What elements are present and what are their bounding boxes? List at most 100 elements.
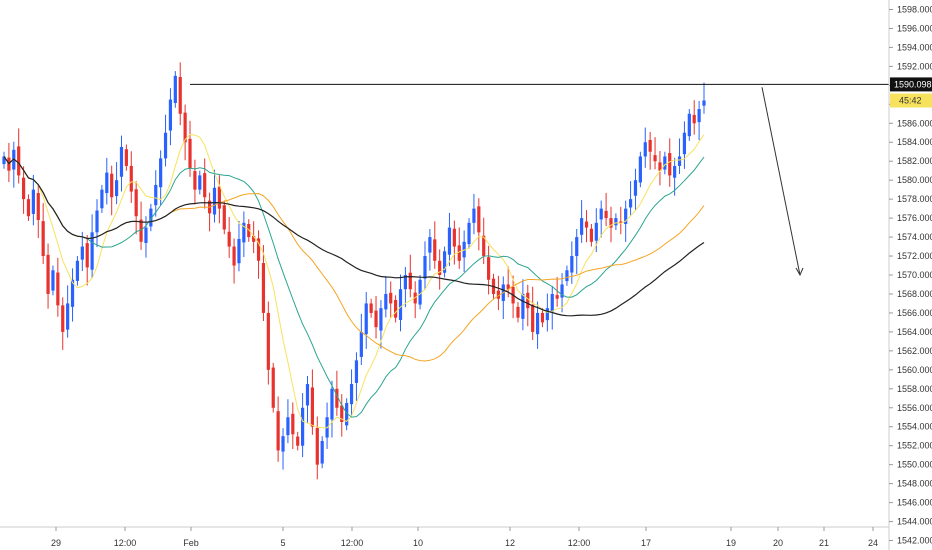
candle-body (188, 138, 192, 169)
candle-body (374, 310, 378, 328)
candle-body (276, 411, 280, 451)
moving-average-yellow (3, 133, 705, 429)
x-tick-label: 17 (641, 538, 651, 548)
candle-body (633, 180, 638, 196)
candle-body (95, 210, 99, 233)
candle-body (286, 417, 290, 436)
candle-body (673, 165, 677, 178)
candle-body (110, 173, 114, 198)
candle-body (614, 218, 618, 226)
candle-body (359, 331, 363, 357)
y-tick-label: 1550.000 (897, 460, 932, 470)
candle-body (305, 384, 310, 406)
candle-body (555, 295, 559, 299)
candle-body (394, 300, 398, 318)
candle-body (266, 312, 270, 370)
candle-body (702, 100, 706, 106)
candle-body (540, 312, 545, 323)
y-tick-label: 1548.000 (897, 479, 932, 489)
y-tick-label: 1576.000 (897, 213, 932, 223)
candle-body (560, 284, 564, 298)
countdown-badge (890, 93, 932, 108)
candle-body (447, 227, 452, 255)
x-tick-label: 24 (868, 538, 878, 548)
candle-body (648, 139, 652, 152)
candle-body (173, 75, 177, 103)
candle-body (335, 388, 339, 408)
candle-body (154, 184, 158, 206)
candle-body (183, 112, 187, 143)
candle-body (124, 149, 128, 166)
candle-body (609, 218, 613, 228)
y-tick-label: 1546.000 (897, 498, 932, 508)
y-tick-label: 1564.000 (897, 327, 932, 337)
y-tick-label: 1552.000 (897, 441, 932, 451)
candle-body (477, 206, 481, 233)
candle-body (105, 172, 109, 194)
price-badges: 1590.098 45:42 (890, 77, 932, 108)
x-tick-label: 29 (51, 538, 61, 548)
candle-body (487, 257, 491, 280)
y-tick-label: 1586.000 (897, 118, 932, 128)
candle-body (144, 227, 148, 243)
candle-body (403, 275, 407, 290)
candle-body (482, 235, 486, 257)
moving-average-black (3, 156, 705, 317)
candle-body (340, 405, 344, 422)
y-tick-label: 1592.000 (897, 61, 932, 71)
y-tick-label: 1560.000 (897, 365, 932, 375)
candle-body (256, 238, 261, 261)
candle-body (531, 304, 535, 332)
x-tick-label: 12:00 (568, 538, 591, 548)
arrow-line (761, 87, 801, 276)
candle-body (467, 222, 471, 245)
candle-body (291, 413, 295, 435)
x-tick-label: 12 (505, 538, 515, 548)
candle-body (442, 251, 447, 273)
y-tick-label: 1596.000 (897, 23, 932, 33)
candle-body (51, 270, 55, 291)
candle-body (178, 77, 182, 114)
candle-body (159, 158, 163, 188)
candle-body (21, 177, 26, 200)
candle-body (428, 237, 432, 253)
y-tick-label: 1594.000 (897, 42, 932, 52)
candle-body (516, 306, 520, 318)
trend-arrow[interactable] (761, 87, 804, 277)
y-tick-label: 1562.000 (897, 346, 932, 356)
candle-body (472, 208, 476, 223)
candle-body (408, 272, 412, 290)
candle-body (349, 384, 354, 405)
candle-body (281, 436, 285, 452)
candle-body (580, 218, 584, 235)
candle-body (384, 293, 388, 310)
candle-body (247, 223, 251, 238)
candle-body (61, 305, 65, 332)
moving-average-teal (3, 156, 705, 418)
x-tick-label: 10 (413, 538, 423, 548)
candle-body (438, 260, 442, 275)
x-tick-label: 5 (280, 538, 285, 548)
candle-body (457, 245, 461, 261)
candle-body (550, 293, 554, 312)
candle-body (697, 109, 701, 123)
candle-body (315, 427, 319, 465)
y-tick-label: 1580.000 (897, 175, 932, 185)
x-tick-label: 12:00 (341, 538, 364, 548)
candle-body (212, 187, 217, 215)
candle-body (75, 260, 80, 281)
candle-body (134, 189, 138, 217)
candle-body (619, 221, 623, 223)
candle-body (90, 232, 94, 270)
candle-body (389, 292, 393, 304)
candle-body (41, 221, 45, 257)
candle-body (584, 221, 589, 228)
candle-body (193, 171, 197, 190)
candle-body (66, 303, 70, 330)
candle-body (423, 256, 427, 279)
y-tick-label: 1568.000 (897, 289, 932, 299)
candle-body (526, 292, 530, 309)
y-tick-label: 1542.000 (897, 536, 932, 546)
x-tick-label: 21 (819, 538, 829, 548)
